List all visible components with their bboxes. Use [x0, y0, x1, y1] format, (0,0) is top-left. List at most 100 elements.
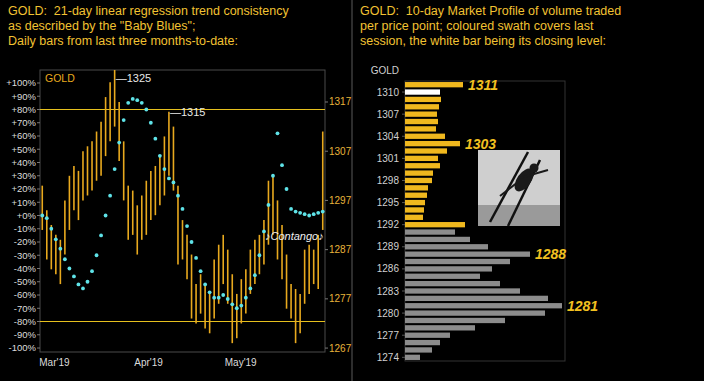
y-tick: [37, 202, 40, 203]
trend-dot: [58, 247, 62, 251]
volume-bar: [405, 347, 432, 352]
title-line: GOLD: 21-day linear regression trend con…: [8, 4, 289, 18]
trend-dot: [122, 118, 126, 122]
y-tick: [37, 321, 40, 322]
skier-photo: [478, 150, 560, 226]
y-tick-label: 1292: [377, 219, 400, 230]
trend-dot: [153, 137, 157, 141]
trend-dot: [68, 267, 72, 271]
y2-tick: [325, 298, 328, 299]
price-bar: [191, 255, 193, 319]
trend-dot: [235, 306, 239, 310]
price-bar: [69, 176, 71, 230]
price-bar: [241, 279, 243, 323]
volume-bar: [405, 252, 530, 257]
volume-bar: [405, 229, 455, 234]
y-tick: [402, 114, 405, 115]
price-bar: [132, 191, 134, 235]
price-bar: [272, 176, 274, 235]
title-line: as described by the "Baby Blues";: [8, 19, 195, 33]
x-tick-label: Mar'19: [39, 357, 70, 368]
volume-bar: [405, 126, 436, 131]
volume-bar: [405, 310, 545, 315]
price-bar: [231, 274, 233, 343]
trend-dot: [144, 108, 148, 112]
trend-dot: [117, 141, 121, 145]
volume-bar: [405, 318, 505, 323]
x-tick-label: May'19: [225, 357, 257, 368]
y-tick: [37, 255, 40, 256]
trend-dot: [40, 214, 44, 218]
y-tick: [37, 175, 40, 176]
title-line: Daily bars from last three months-to-dat…: [8, 34, 238, 48]
trend-dot: [226, 297, 230, 301]
y-tick: [402, 224, 405, 225]
y-tick: [37, 228, 40, 229]
trend-dot: [271, 174, 275, 178]
y-tick-label: -20%: [14, 236, 37, 247]
trend-dot: [244, 296, 248, 300]
level-label: 1303: [465, 136, 496, 152]
y2-tick: [325, 101, 328, 102]
y-tick: [37, 308, 40, 309]
trend-dot: [131, 97, 135, 101]
y-tick-label: -50%: [14, 276, 37, 287]
trend-dot: [321, 210, 325, 214]
volume-bar: [405, 134, 445, 139]
trend-dot: [208, 290, 212, 294]
trend-dot: [108, 194, 112, 198]
trend-dot: [248, 286, 252, 290]
y-tick-label: 1286: [377, 263, 400, 274]
trend-dot: [113, 167, 117, 171]
trend-dot: [221, 293, 225, 297]
y-tick-label: 1295: [377, 197, 400, 208]
volume-bar: [405, 141, 460, 146]
y-tick-label: 1310: [377, 87, 400, 98]
y-tick-label: -40%: [14, 263, 37, 274]
y-tick-label: +80%: [11, 104, 36, 115]
y2-tick: [325, 151, 328, 152]
trend-dot: [86, 280, 90, 284]
volume-bar: [405, 89, 440, 94]
annotation: —1325: [116, 72, 151, 84]
y-tick-label: 1280: [377, 308, 400, 319]
trend-dot: [45, 216, 49, 220]
skier-arm: [520, 170, 548, 178]
trend-dot: [163, 167, 167, 171]
trend-dot: [54, 237, 58, 241]
trend-dot: [294, 210, 298, 214]
trend-dot: [289, 207, 293, 211]
price-bar: [164, 136, 166, 195]
volume-bar: [405, 170, 433, 175]
y-tick-label: +0%: [17, 210, 37, 221]
price-bar: [91, 141, 93, 190]
volume-bar: [405, 156, 438, 161]
price-bar: [82, 151, 84, 200]
price-bar: [136, 205, 138, 254]
y-tick: [37, 135, 40, 136]
y-tick-label: -80%: [14, 316, 37, 327]
volume-bar: [405, 325, 475, 330]
y-tick: [402, 313, 405, 314]
price-bar: [308, 245, 310, 294]
ski: [508, 160, 540, 226]
y-tick-label: +90%: [11, 91, 36, 102]
y-tick: [402, 291, 405, 292]
y-tick: [402, 92, 405, 93]
skier-arm: [500, 182, 518, 196]
volume-bar: [405, 97, 441, 102]
price-bar: [64, 200, 66, 254]
plot-area: [405, 82, 562, 360]
price-bar: [200, 274, 202, 313]
trend-dot: [181, 207, 185, 211]
trend-dot: [185, 224, 189, 228]
annotation: —1315: [170, 106, 205, 118]
trend-dot: [199, 269, 203, 273]
trend-dot: [140, 101, 144, 105]
y-tick: [402, 357, 405, 358]
volume-bar: [405, 112, 437, 117]
y-tick-label: +20%: [11, 183, 36, 194]
y-tick: [402, 158, 405, 159]
trend-dot: [72, 275, 76, 279]
trend-dot: [298, 211, 302, 215]
